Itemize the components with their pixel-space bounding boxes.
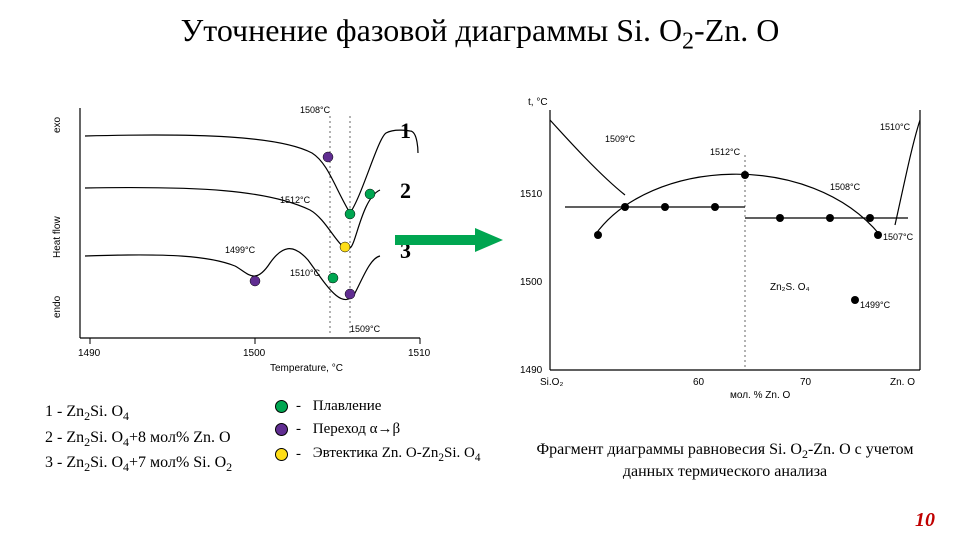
lbl-1499: 1499°C [225,245,256,255]
data-point-icon [711,203,719,211]
data-point-icon [594,231,602,239]
purple-dot-icon [275,423,288,436]
t-1509: 1509°C [605,134,636,144]
curve-label-1: 1 [400,118,411,143]
composition-legend: 1 - Zn2Si. O4 2 - Zn2Si. O4+8 мол% Zn. O… [45,400,232,477]
marker-legend-3: Эвтектика Zn. O-Zn2Si. O4 [313,442,481,467]
data-point-icon [874,231,882,239]
data-point-icon [621,203,629,211]
marker-purple-icon [345,289,355,299]
slide-title: Уточнение фазовой диаграммы Si. O2-Zn. O [0,12,960,55]
data-point-icon [776,214,784,222]
xt-60: 60 [693,377,705,388]
xtick-1510: 1510 [408,348,431,359]
marker-green-icon [365,189,375,199]
marker-legend-1: Плавление [313,395,382,418]
yellow-dot-icon [275,448,288,461]
t-1510: 1510°C [880,122,911,132]
legend-line-2: 2 - Zn2Si. O4+8 мол% Zn. O [45,426,232,452]
lbl-1509: 1509°C [350,324,381,334]
green-dot-icon [275,400,288,413]
lbl-1508: 1508°C [300,105,331,115]
curve-label-2: 2 [400,178,411,203]
marker-yellow-icon [340,242,350,252]
yt-1500: 1500 [520,277,543,288]
y-axis-label: t, °C [528,97,548,108]
data-point-icon [741,171,749,179]
marker-legend: - Плавление - Переход α→β - Эвтектика Zn… [275,395,480,467]
t-1508: 1508°C [830,182,861,192]
page-number: 10 [915,509,935,532]
marker-green-icon [328,273,338,283]
marker-purple-icon [323,152,333,162]
yt-1490: 1490 [520,365,543,376]
yt-1510: 1510 [520,189,543,200]
xtick-1490: 1490 [78,348,101,359]
lbl-1510: 1510°C [290,268,321,278]
x-axis-label: мол. % Zn. O [730,390,791,400]
t-1499: 1499°C [860,300,891,310]
x-axis-label: Temperature, °C [270,363,343,374]
compound-label: Zn₂S. O₄ [770,282,810,293]
xtick-1500: 1500 [243,348,266,359]
y-exo: exo [52,116,63,133]
legend-line-3: 3 - Zn2Si. O4+7 мол% Si. O2 [45,451,232,477]
data-point-icon [661,203,669,211]
legend-line-1: 1 - Zn2Si. O4 [45,400,232,426]
lbl-1512: 1512°C [280,195,311,205]
xt-70: 70 [800,377,812,388]
t-1512: 1512°C [710,147,741,157]
x-zno: Zn. O [890,377,915,388]
t-1507: 1507°C [883,232,914,242]
marker-purple-icon [250,276,260,286]
data-point-icon [866,214,874,222]
marker-green-icon [345,209,355,219]
y-heatflow: Heat flow [52,216,63,258]
phase-caption: Фрагмент диаграммы равновесия Si. O2-Zn.… [510,440,940,482]
marker-legend-2: Переход α→β [313,418,400,441]
data-point-icon [826,214,834,222]
arrow-icon [395,225,505,255]
y-endo: endo [52,295,63,318]
phase-diagram: t, °C 1490 1500 1510 Si.O₂ 60 70 Zn. O м… [510,90,940,400]
x-sio2: Si.O₂ [540,377,563,388]
data-point-icon [851,296,859,304]
